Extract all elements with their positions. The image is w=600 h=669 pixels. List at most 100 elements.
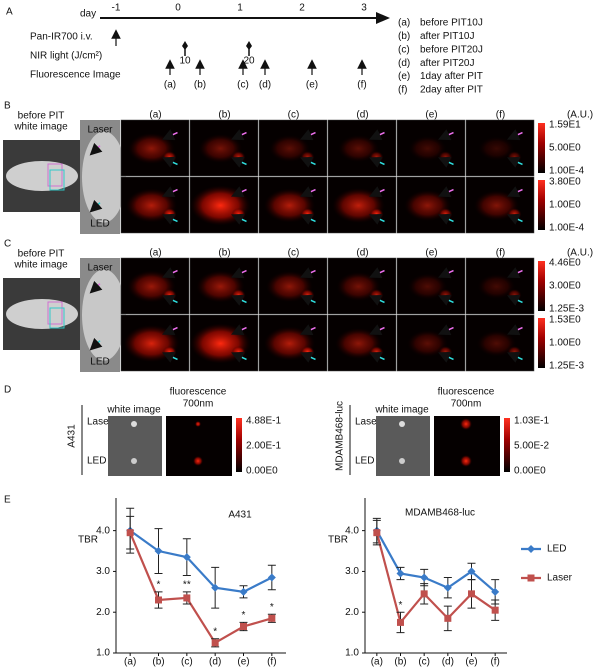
arrow [231,294,247,306]
marker [491,606,499,614]
colorbar [538,180,545,230]
legend-label: LED [547,544,566,555]
x-tick-label: (c) [418,657,430,668]
mouse-body [6,161,78,191]
marker [420,573,429,582]
fluorescence-signal [407,330,448,357]
fluorescence-signal [460,418,472,430]
nir-dose: 20 [243,56,255,67]
series-line [129,529,273,593]
column-label: white image [106,405,161,416]
column-label: (e) [425,110,437,121]
chart-title: MDAMB468-luc [405,508,475,519]
arrow [507,267,523,279]
white-image-label: before PIT [18,249,65,260]
x-tick-label: (e) [465,657,477,668]
arrow [89,280,103,294]
legend-key: (d) [398,58,410,69]
x-tick-label: (e) [237,657,249,668]
day-tick-label: 0 [175,3,181,14]
colorbar-label: 0.00E0 [246,466,278,477]
y-tick-label: 1.0 [96,648,110,659]
fluorescence-signal [195,421,201,427]
nir-dose: 10 [179,56,191,67]
row-label: Laser [355,417,381,428]
fluorescence-signal [193,456,203,466]
column-label: fluorescence [170,387,227,398]
x-tick-label: (c) [181,657,193,668]
fluorescence-signal [477,274,516,299]
legend-text: after PIT20J [420,58,474,69]
arrow [438,267,454,279]
fluorescence-signal [460,455,472,467]
white-image-label: white image [13,122,68,133]
arrow [231,213,247,225]
panel-label: D [4,385,11,396]
y-axis-label: TBR [78,535,98,546]
x-tick-label: (d) [442,657,454,668]
colorbar [538,261,545,311]
legend-key: (b) [398,31,410,42]
colorbar-label: 0.00E0 [514,466,546,477]
marker [420,590,428,598]
panel-label: A [6,7,13,18]
arrow [300,294,316,306]
arrow [162,213,178,225]
colorbar-label: 4.88E-1 [246,416,281,427]
significance-mark: * [270,602,274,613]
colorbar-label: 1.03E-1 [514,416,549,427]
arrow [162,129,178,141]
mouse-body [6,299,78,329]
arrow [369,294,385,306]
column-label: 700nm [183,399,214,410]
arrow [369,267,385,279]
colorbar-label: 1.00E0 [549,200,581,211]
white-image-label: before PIT [18,111,65,122]
arrow [438,351,454,363]
legend-text: before PIT20J [420,44,483,55]
x-tick-label: (d) [209,657,221,668]
arrow [438,213,454,225]
colorbar [504,418,510,472]
chart-title: A431 [228,510,252,521]
timeline-row-label: Pan-IR700 i.v. [30,32,93,43]
row-label: Laser [87,417,113,428]
arrow [507,324,523,336]
marker [373,529,381,537]
group-name: MDAMB468-luc [335,401,346,471]
image-point-label: (a) [164,80,176,91]
marker [154,547,163,556]
marker [443,583,452,592]
y-tick-label: 3.0 [345,566,359,577]
column-label: (d) [356,248,368,259]
day-tick-label: 2 [299,3,305,14]
roi-box [49,307,65,329]
arrow [438,324,454,336]
panel-label: C [4,239,11,250]
arrow [507,351,523,363]
nir-pin-head [182,41,188,50]
colorbar-label: 1.00E0 [549,338,581,349]
row-label: LED [355,456,374,467]
group-name: A431 [67,424,78,448]
colorbar-label: 5.00E0 [549,143,581,154]
x-tick-label: (f) [267,657,276,668]
image-point-label: (f) [357,80,366,91]
significance-mark: * [157,579,161,590]
column-label: (c) [288,110,300,121]
day-tick-label: 1 [237,3,243,14]
arrow [300,156,316,168]
mouse-head [82,269,126,361]
arrow [369,186,385,198]
marker [491,587,500,596]
marker [397,618,404,626]
marker [183,594,191,602]
marker [468,590,475,598]
column-label: (c) [288,248,300,259]
arrow [162,186,178,198]
row-label: LED [87,456,106,467]
column-label: (a) [149,248,161,259]
colorbar [236,418,242,472]
legend-text: after PIT10J [420,31,474,42]
y-tick-label: 1.0 [345,648,359,659]
